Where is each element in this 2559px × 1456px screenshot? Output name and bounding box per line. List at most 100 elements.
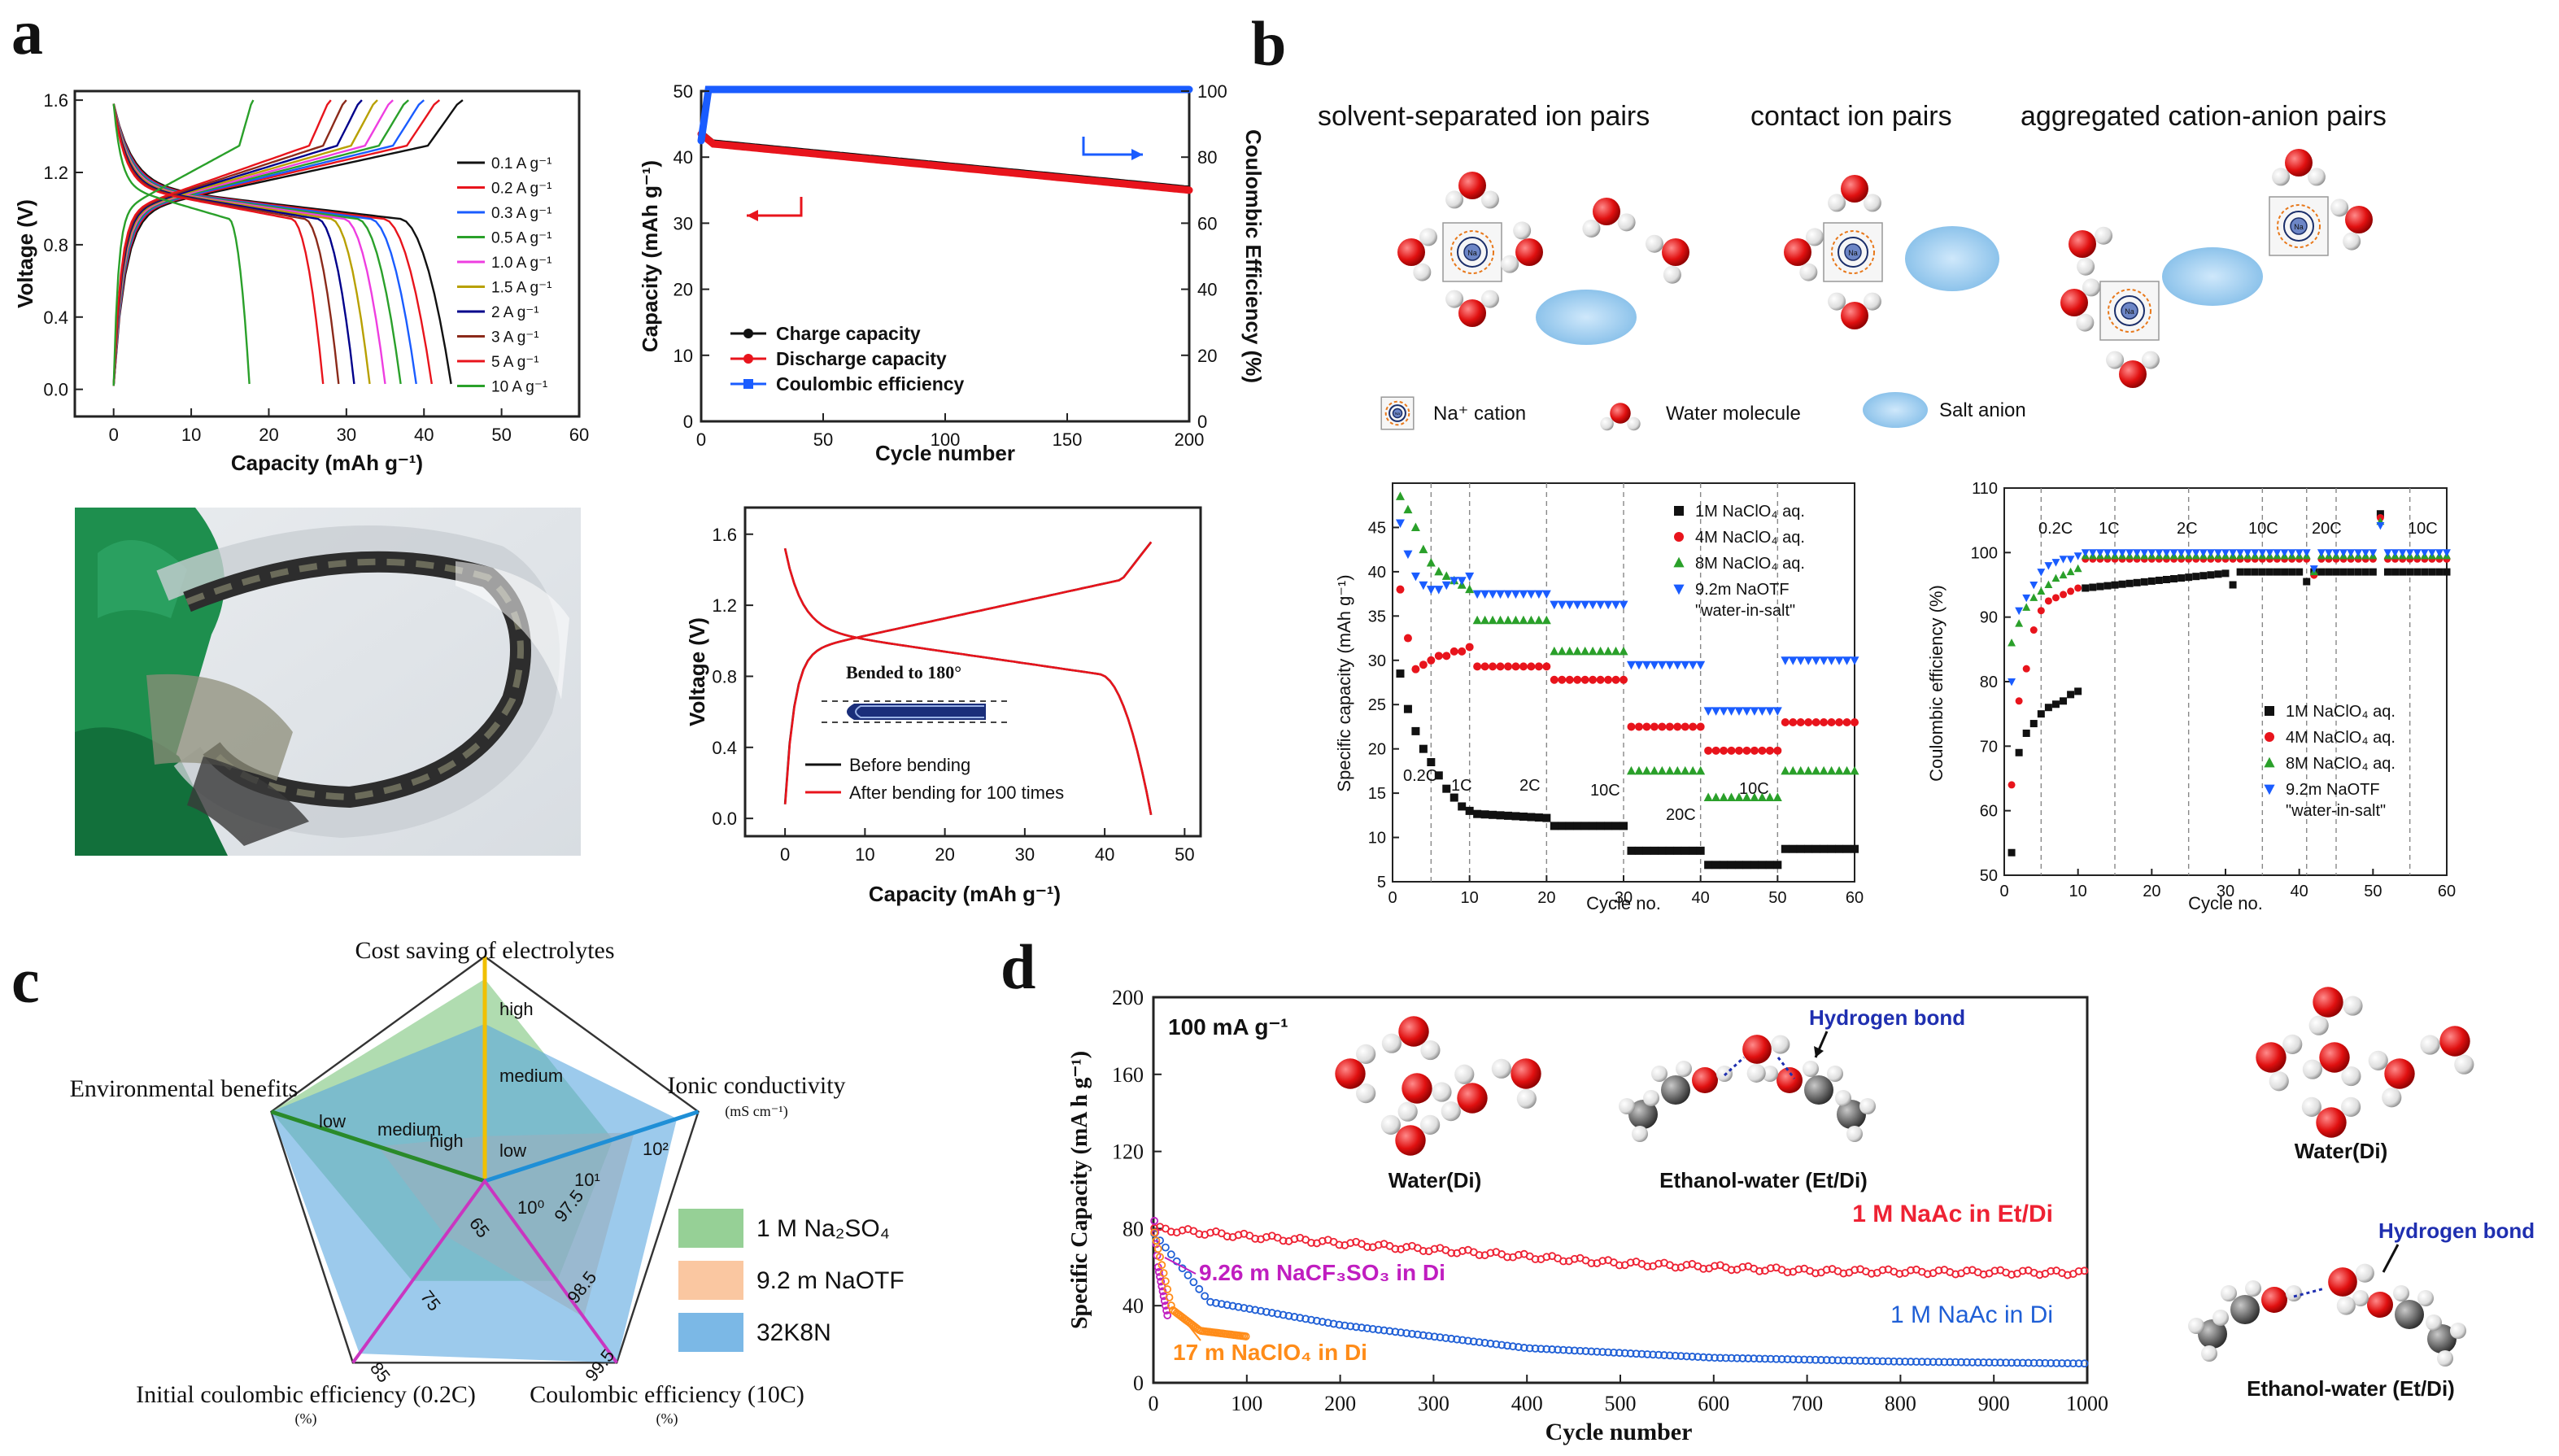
b1-xtick-label: 40 [1692, 889, 1710, 907]
b2-legend-label: 9.2m NaOTF [2286, 781, 2380, 799]
arrow-red-left [747, 197, 803, 217]
a2-xtick-label: 0 [696, 429, 706, 450]
hydrogen-atom [2355, 1263, 2374, 1283]
b2-point [2325, 568, 2333, 576]
d-point [2074, 1359, 2083, 1368]
b1-point [1757, 792, 1767, 802]
hydrogen-atom [1645, 234, 1663, 253]
d-ytick-label: 160 [1112, 1063, 1144, 1087]
hydrogen-atom [2245, 1280, 2261, 1297]
d-point [1152, 1236, 1161, 1245]
a3-ytick-label: 1.2 [712, 595, 737, 616]
d-point [1514, 1250, 1523, 1259]
oxygen-atom [1692, 1067, 1718, 1093]
d-point [1772, 1354, 1781, 1363]
hydrogen-atom [1632, 1126, 1648, 1142]
d-point [1615, 1261, 1624, 1270]
b2-point [2103, 582, 2112, 590]
b1-point [1550, 822, 1559, 830]
hydrogen-atom [2330, 198, 2349, 217]
b-legend-na: Na⁺ cation [1433, 403, 1526, 425]
d-point [1979, 1358, 1988, 1367]
oxygen-atom [1662, 238, 1689, 266]
d-series-label: 17 m NaClO₄ in Di [1173, 1340, 1367, 1365]
d-label-arrow [1180, 1315, 1201, 1341]
b1-point [1450, 647, 1458, 656]
oxygen-atom [1593, 198, 1620, 225]
b2-point [2376, 510, 2384, 518]
a1-charge-curve [112, 99, 255, 386]
a2-legend-marker [743, 379, 753, 389]
chart-a2-y2label: Coulombic Efficiency (%) [1241, 129, 1266, 383]
b1-point [1789, 844, 1798, 853]
b2-legend-label: 1M NaClO₄ aq. [2286, 703, 2396, 721]
carbon-atom [1628, 1100, 1658, 1129]
b1-point [1480, 662, 1489, 671]
oxygen-atom [1398, 1016, 1429, 1047]
d-point [1408, 1329, 1416, 1338]
b1-ytick-label: 35 [1368, 608, 1386, 626]
d-point [1424, 1332, 1433, 1340]
b2-point [2229, 581, 2237, 589]
hydrogen-atom [1419, 228, 1437, 246]
b1-point [1650, 722, 1659, 731]
chart-a2-frame [700, 89, 1191, 423]
b1-point [1458, 647, 1467, 656]
b2-legend-label2: "water-in-salt" [2286, 802, 2386, 820]
carbon-atom [2198, 1319, 2227, 1349]
hydrogen-atom [1397, 1101, 1418, 1122]
b1-point [1503, 590, 1513, 599]
chart-a3-bending: 0 10 20 30 40 50 0.0 0.4 0.8 1.2 1.6 Bended to 180… [685, 506, 1202, 906]
chart-a3-frame [743, 506, 1202, 838]
b1-point [1465, 584, 1475, 594]
b2-point [2089, 583, 2097, 591]
b1-point [1542, 662, 1551, 671]
a2-ytick-label: 20 [674, 280, 693, 300]
d-ethanol-label-inset: Ethanol-water (Et/Di) [1659, 1168, 1868, 1192]
b2-ytick-label: 50 [1980, 867, 1998, 885]
b1-ytick-label: 10 [1368, 830, 1386, 848]
hydrogen-atom [1582, 219, 1601, 238]
b1-point [1804, 844, 1813, 853]
radar-tick-label: low [499, 1140, 526, 1161]
b1-xtick-label: 0 [1388, 889, 1397, 907]
bend-inset: Bended to 180° [822, 662, 1009, 723]
hydrogen-atom [1445, 290, 1464, 308]
d-xtick-label: 500 [1605, 1392, 1637, 1415]
b1-point [1634, 765, 1644, 775]
a3-ytick-label: 0.4 [712, 738, 737, 758]
b1-point [1735, 746, 1743, 755]
d-point [1727, 1266, 1736, 1275]
a1-discharge-curve [112, 103, 371, 385]
b2-point [2443, 568, 2451, 576]
d-xtick-label: 800 [1885, 1392, 1916, 1415]
b1-point [1742, 707, 1751, 716]
a1-legend-label: 1.5 A g⁻¹ [491, 280, 551, 297]
photo-flexible-cell [75, 508, 581, 856]
b2-point [2265, 568, 2273, 576]
d-xtick-label: 700 [1791, 1392, 1823, 1415]
d-point [1166, 1227, 1175, 1236]
b2-point [2427, 549, 2436, 557]
b1-point [1650, 846, 1659, 855]
radar-tick-label: 10¹ [574, 1170, 600, 1190]
b1-rate-label: 20C [1666, 806, 1696, 824]
hydrogen-atom [1828, 194, 1846, 212]
a1-charge-curve [112, 99, 332, 386]
d-point [1251, 1306, 1260, 1314]
b1-point [1580, 646, 1590, 656]
b2-point [2332, 549, 2340, 557]
bend-label: Bended to 180° [846, 662, 961, 682]
chart-d-title: 100 mA g⁻¹ [1168, 1014, 1288, 1040]
hydrogen-atom [2393, 1285, 2409, 1301]
b1-point [1604, 822, 1613, 830]
salt-anion [1536, 290, 1637, 345]
b1-point [1419, 660, 1428, 669]
b-title-cip: contact ion pairs [1750, 101, 1952, 132]
d-point [2074, 1266, 2083, 1275]
b1-point [1811, 656, 1821, 665]
b2-point [2191, 549, 2200, 557]
b2-point [2096, 582, 2104, 591]
b1-point [1534, 813, 1543, 822]
d-point [1497, 1340, 1506, 1349]
